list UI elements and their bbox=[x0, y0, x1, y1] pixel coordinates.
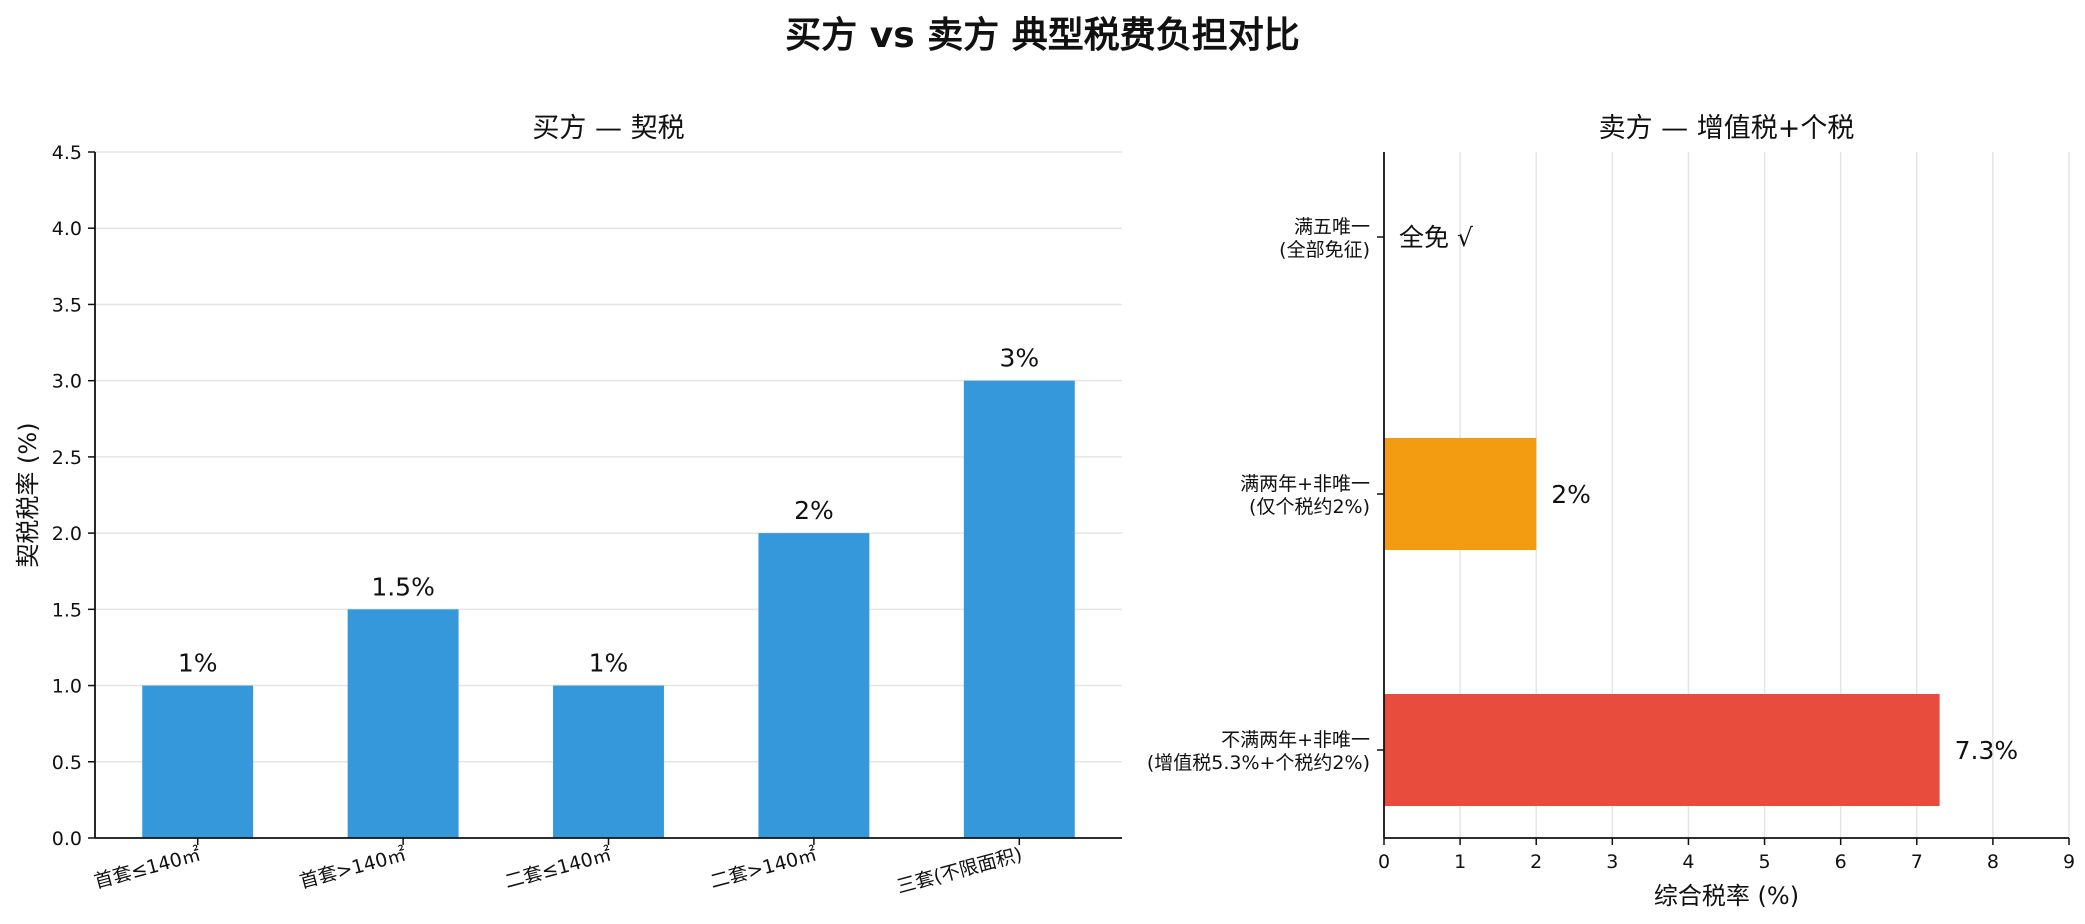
buyer-y-tick-label: 2.5 bbox=[52, 447, 82, 469]
seller-bar bbox=[1384, 694, 1940, 806]
buyer-y-tick-label: 1.5 bbox=[52, 599, 82, 621]
seller-y-tick-label: 满两年+非唯一 bbox=[1240, 473, 1370, 495]
buyer-bar bbox=[758, 533, 870, 838]
buyer-x-ticks: 首套≤140㎡ 首套>140㎡ 二套≤140㎡ 二套>140㎡ 三套(不限面积) bbox=[92, 838, 1025, 898]
buyer-y-tick-label: 3.0 bbox=[52, 371, 82, 393]
buyer-x-tick-label: 首套>140㎡ bbox=[297, 843, 408, 893]
seller-y-tick-label: 满五唯一 bbox=[1294, 216, 1370, 238]
buyer-bars bbox=[142, 380, 1075, 838]
buyer-data-label: 1% bbox=[178, 649, 218, 678]
seller-x-tick-label: 5 bbox=[1759, 851, 1771, 873]
seller-x-tick-label: 8 bbox=[1987, 851, 1999, 873]
buyer-data-label: 1.5% bbox=[371, 572, 435, 601]
seller-x-tick-label: 6 bbox=[1835, 851, 1847, 873]
buyer-y-tick-label: 0.0 bbox=[52, 828, 82, 850]
buyer-data-label: 2% bbox=[794, 496, 834, 525]
buyer-bar bbox=[142, 685, 254, 838]
seller-bars bbox=[1384, 438, 1940, 806]
buyer-y-tick-label: 4.5 bbox=[52, 142, 82, 164]
buyer-data-label: 1% bbox=[589, 649, 629, 678]
seller-data-label: 2% bbox=[1551, 480, 1591, 509]
buyer-bar bbox=[963, 380, 1075, 838]
seller-axes bbox=[1383, 152, 2069, 839]
seller-data-label: 7.3% bbox=[1955, 736, 2019, 765]
buyer-x-tick-label: 二套>140㎡ bbox=[708, 843, 819, 893]
buyer-y-tick-label: 1.0 bbox=[52, 676, 82, 698]
buyer-y-tick-label: 2.0 bbox=[52, 523, 82, 545]
buyer-x-tick-label: 三套(不限面积) bbox=[894, 844, 1024, 899]
seller-x-tick-label: 2 bbox=[1530, 851, 1542, 873]
seller-x-tick-label: 1 bbox=[1454, 851, 1466, 873]
buyer-chart-title: 买方 — 契税 bbox=[532, 113, 684, 144]
seller-data-label: 全免 √ bbox=[1399, 223, 1473, 252]
buyer-y-ticks: 0.0 0.5 1.0 1.5 2.0 2.5 3.0 3.5 4.0 4.5 bbox=[52, 142, 95, 850]
seller-x-axis-label: 综合税率 (%) bbox=[1654, 882, 1799, 910]
buyer-y-tick-label: 3.5 bbox=[52, 294, 82, 316]
buyer-y-tick-label: 4.0 bbox=[52, 218, 82, 240]
seller-y-tick-label: 不满两年+非唯一 bbox=[1221, 729, 1370, 751]
seller-x-ticks: 0 1 2 3 4 5 6 7 8 9 bbox=[1378, 838, 2075, 873]
seller-x-tick-label: 7 bbox=[1911, 851, 1923, 873]
seller-y-tick-label: (增值税5.3%+个税约2%) bbox=[1147, 752, 1370, 774]
buyer-x-tick-label: 二套≤140㎡ bbox=[502, 843, 613, 893]
buyer-data-labels: 1% 1.5% 1% 2% 3% bbox=[178, 344, 1039, 678]
seller-chart-title: 卖方 — 增值税+个税 bbox=[1599, 113, 1855, 144]
buyer-x-tick-label: 首套≤140㎡ bbox=[92, 843, 203, 893]
seller-data-labels: 全免 √ 2% 7.3% bbox=[1399, 223, 2018, 765]
buyer-bar bbox=[553, 685, 664, 838]
seller-x-tick-label: 9 bbox=[2063, 851, 2075, 873]
figure-title: 买方 vs 卖方 典型税费负担对比 bbox=[785, 15, 1300, 56]
seller-x-tick-label: 4 bbox=[1682, 851, 1694, 873]
buyer-bar bbox=[347, 609, 459, 838]
seller-y-ticks: 满五唯一(全部免征) 满两年+非唯一(仅个税约2%) 不满两年+非唯一(增值税5.3… bbox=[1147, 216, 1384, 774]
seller-x-tick-label: 3 bbox=[1606, 851, 1618, 873]
seller-y-tick-label: (仅个税约2%) bbox=[1249, 496, 1370, 518]
seller-chart: 卖方 — 增值税+个税 综合税率 (%) 0 1 2 3 4 5 6 7 8 9 满五唯一(全部免… bbox=[1147, 113, 2075, 910]
seller-y-tick-label: (全部免征) bbox=[1279, 239, 1370, 261]
buyer-y-axis-label: 契税税率 (%) bbox=[14, 422, 42, 567]
seller-x-tick-label: 0 bbox=[1378, 851, 1390, 873]
buyer-chart: 买方 — 契税 契税税率 (%) 0.0 0.5 1.0 1.5 2.0 2.5 3.0 3.… bbox=[14, 113, 1122, 898]
seller-bar bbox=[1384, 438, 1537, 550]
buyer-y-tick-label: 0.5 bbox=[52, 752, 82, 774]
buyer-data-label: 3% bbox=[999, 344, 1039, 373]
